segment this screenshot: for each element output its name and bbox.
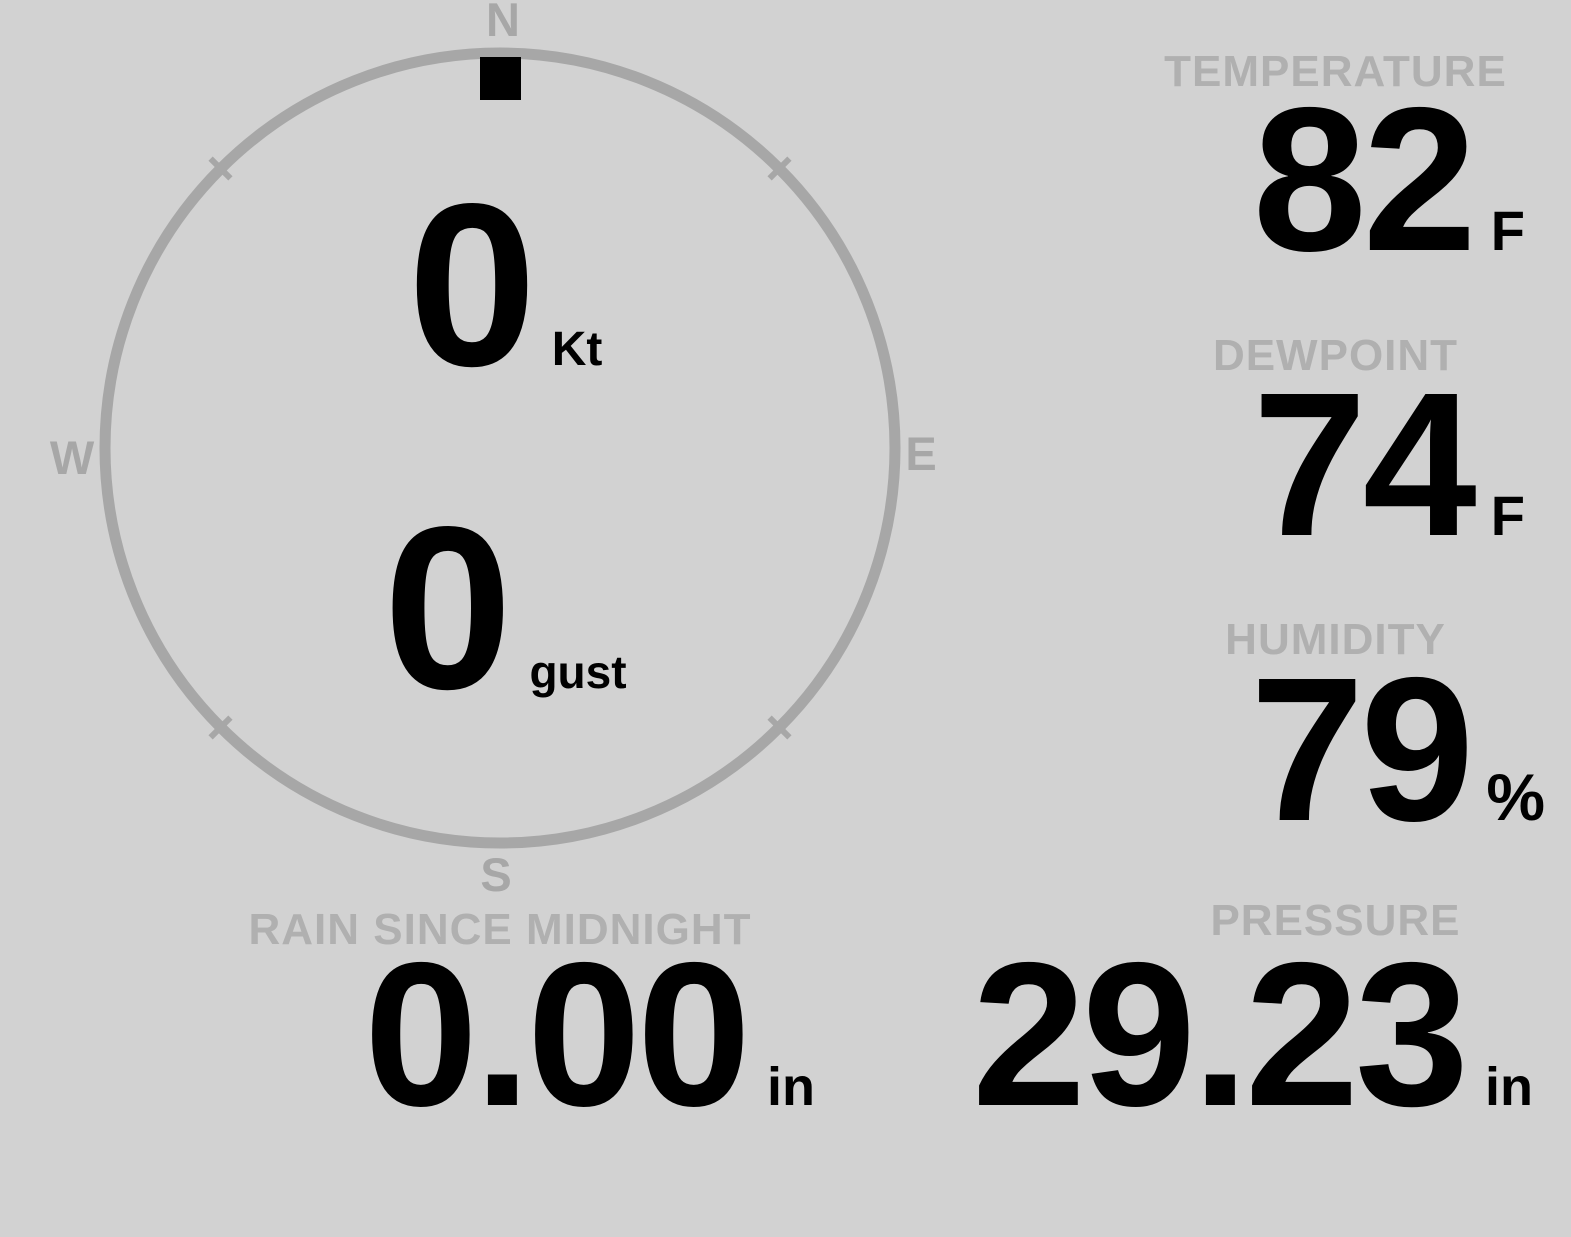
compass-circle: [99, 47, 901, 849]
rain-value: 0.00: [364, 920, 751, 1149]
wind-speed-unit: Kt: [551, 323, 603, 376]
compass-tick-nw: [208, 156, 233, 181]
compass-tick-sw: [208, 715, 233, 740]
compass-tick-ne: [767, 156, 792, 181]
humidity-unit: %: [1486, 760, 1545, 834]
compass-label-west: W: [49, 431, 95, 484]
compass-label-north: N: [486, 0, 520, 46]
wind-compass-ring: [99, 47, 901, 849]
wind-direction-marker: [480, 57, 521, 100]
humidity-value: 79: [1250, 635, 1474, 864]
temperature-reading: 82 F: [900, 77, 1525, 282]
compass-label-south: S: [480, 848, 512, 901]
compass-tick-se: [767, 715, 792, 740]
rain-reading: 0.00 in: [200, 932, 815, 1137]
dewpoint-value: 74: [1252, 350, 1477, 579]
wind-gust-value: 0: [383, 479, 512, 738]
pressure-value: 29.23: [971, 920, 1469, 1149]
wind-speed-value: 0: [407, 156, 537, 415]
rain-unit: in: [767, 1057, 815, 1117]
dewpoint-reading: 74 F: [900, 362, 1525, 567]
temperature-unit: F: [1490, 199, 1525, 262]
wind-gust: 0 gust: [255, 493, 755, 725]
wind-speed: 0 Kt: [255, 170, 755, 402]
humidity-reading: 79 %: [900, 647, 1545, 852]
wind-gust-unit: gust: [529, 646, 627, 698]
dewpoint-label: DEWPOINT: [1212, 331, 1459, 380]
pressure-reading: 29.23 in: [700, 932, 1533, 1137]
pressure-label: PRESSURE: [1210, 896, 1461, 945]
temperature-value: 82: [1252, 65, 1477, 294]
temperature-label: TEMPERATURE: [1164, 47, 1507, 96]
humidity-label: HUMIDITY: [1225, 615, 1446, 664]
compass-label-east: E: [905, 427, 937, 480]
rain-label: RAIN SINCE MIDNIGHT: [248, 905, 752, 954]
dewpoint-unit: F: [1490, 484, 1525, 547]
pressure-unit: in: [1485, 1057, 1533, 1117]
